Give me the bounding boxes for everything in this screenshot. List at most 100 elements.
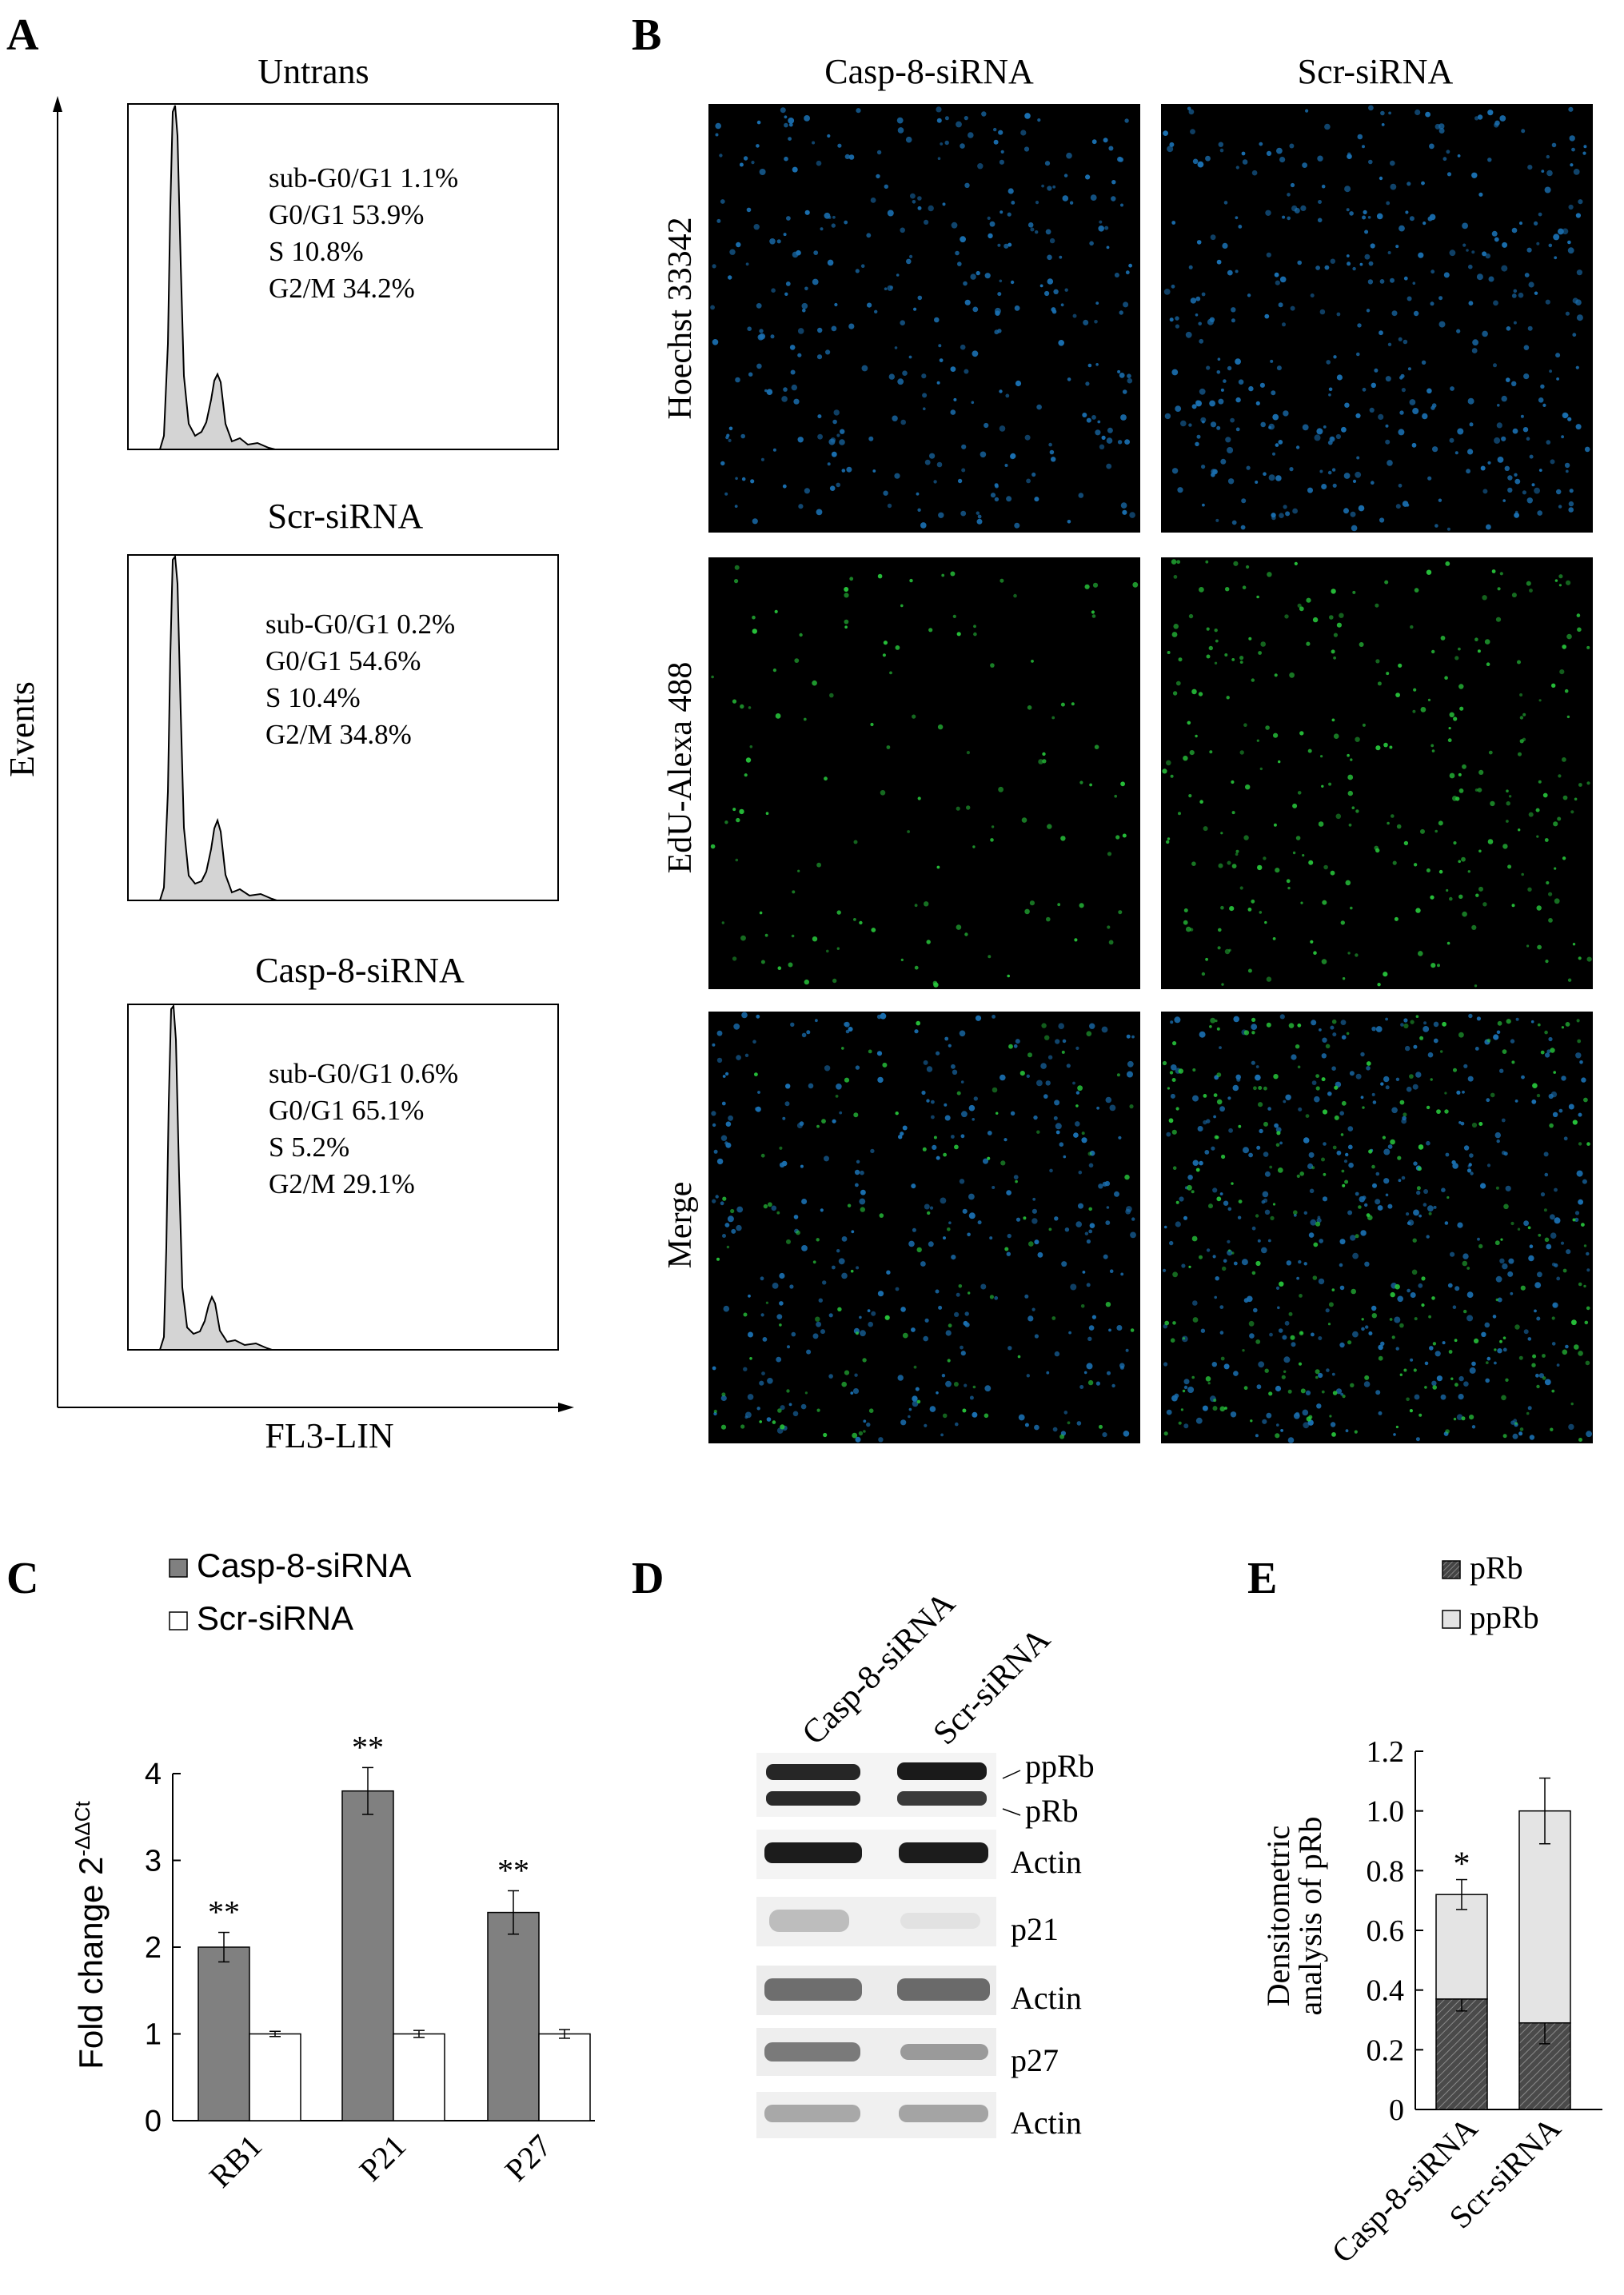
nucleus-blue <box>859 1198 866 1205</box>
nucleus-blue <box>1322 1037 1327 1043</box>
nucleus-blue <box>1122 509 1127 515</box>
nucleus-blue <box>1445 1152 1450 1157</box>
nucleus-blue <box>741 1012 748 1019</box>
nucleus-blue <box>897 1375 904 1381</box>
nucleus-blue <box>1552 1302 1558 1308</box>
nucleus-blue <box>1000 210 1004 214</box>
nucleus-blue <box>923 1335 928 1342</box>
nucleus-green <box>942 1413 948 1419</box>
nucleus-blue <box>900 227 905 233</box>
nucleus-green <box>1446 941 1450 945</box>
nucleus-green <box>1290 1335 1295 1340</box>
nucleus-green <box>1306 1416 1311 1422</box>
nucleus-green <box>1403 1023 1409 1029</box>
nucleus-blue <box>781 1160 788 1167</box>
nucleus-blue <box>1285 1094 1291 1101</box>
nucleus-blue <box>1434 524 1438 528</box>
nucleus-green <box>956 924 962 930</box>
nucleus-blue <box>1466 469 1470 474</box>
nucleus-green <box>1499 572 1503 576</box>
nucleus-blue <box>710 305 715 310</box>
nucleus-green <box>1170 774 1174 778</box>
nucleus-blue <box>1171 468 1179 474</box>
nucleus-blue <box>977 514 982 519</box>
nucleus-blue <box>1576 1170 1583 1177</box>
nucleus-blue <box>1497 404 1500 407</box>
nucleus-green <box>1168 1118 1174 1124</box>
nucleus-blue <box>838 1258 845 1265</box>
nucleus-green <box>1167 1087 1170 1090</box>
nucleus-blue <box>1471 1425 1476 1429</box>
nucleus-blue <box>1216 370 1221 374</box>
nucleus-blue <box>816 1321 821 1327</box>
nucleus-green <box>775 713 781 719</box>
nucleus-green <box>1494 1240 1500 1246</box>
nucleus-blue <box>1501 395 1507 402</box>
nucleus-green <box>1526 1411 1530 1415</box>
nucleus-green <box>1424 1386 1427 1389</box>
nucleus-blue <box>1471 250 1475 254</box>
nucleus-green <box>1242 585 1247 589</box>
nucleus-blue <box>1095 1381 1100 1386</box>
nucleus-blue <box>929 1206 934 1210</box>
nucleus-blue <box>743 1367 748 1371</box>
nucleus-blue <box>712 1366 716 1371</box>
histogram-frame-casp8 <box>127 1004 559 1351</box>
nucleus-blue <box>848 154 855 160</box>
nucleus-green <box>1399 1373 1403 1376</box>
nucleus-blue <box>817 414 822 419</box>
nucleus-blue <box>1586 1268 1590 1272</box>
nucleus-blue <box>1385 1085 1390 1090</box>
nucleus-blue <box>1327 440 1333 445</box>
nucleus-blue <box>1460 1121 1465 1126</box>
nucleus-blue <box>1567 247 1574 254</box>
nucleus-green <box>1421 1276 1426 1281</box>
nucleus-blue <box>983 1158 988 1164</box>
nucleus-blue <box>1241 498 1247 504</box>
nucleus-blue <box>1105 1220 1111 1225</box>
nucleus-blue <box>1169 1240 1174 1246</box>
nucleus-blue <box>1006 1190 1012 1195</box>
nucleus-green <box>1390 1139 1395 1145</box>
nucleus-green <box>1297 1023 1302 1028</box>
nucleus-blue <box>1036 404 1042 410</box>
nucleus-green <box>862 1358 867 1363</box>
nucleus-green <box>1088 1207 1092 1211</box>
nucleus-blue <box>1192 158 1199 165</box>
nucleus-blue <box>1097 420 1101 424</box>
nucleus-blue <box>1564 462 1570 469</box>
nucleus-green <box>1218 863 1223 868</box>
nucleus-blue <box>1231 520 1237 525</box>
nucleus-blue <box>1513 289 1518 293</box>
nucleus-blue <box>1082 1271 1086 1274</box>
nucleus-green <box>1553 1071 1556 1074</box>
blot-label-actin-2: Actin <box>1011 1980 1082 2016</box>
nucleus-blue <box>784 115 788 119</box>
nucleus-green <box>1342 1395 1346 1399</box>
nucleus-blue <box>944 1036 949 1041</box>
nucleus-blue <box>1486 1098 1490 1103</box>
nucleus-green <box>1572 1120 1578 1125</box>
nucleus-blue <box>959 1179 965 1184</box>
nucleus-blue <box>976 518 983 525</box>
nucleus-blue <box>1364 1261 1370 1267</box>
nucleus-green <box>1459 706 1464 711</box>
nucleus-blue <box>831 451 837 457</box>
micrograph-merge-casp8 <box>708 1012 1140 1443</box>
nucleus-blue <box>1212 469 1218 475</box>
nucleus-blue <box>1321 1053 1327 1059</box>
nucleus-green <box>1536 835 1539 838</box>
nucleus-blue <box>961 444 967 449</box>
nucleus-blue <box>1413 1209 1419 1216</box>
nucleus-blue <box>1401 1118 1407 1124</box>
chart-c-y-tick-label: 3 <box>145 1845 162 1878</box>
nucleus-green <box>1340 1133 1344 1136</box>
nucleus-blue <box>933 480 937 484</box>
nucleus-blue <box>870 1148 875 1154</box>
nucleus-blue <box>1199 1031 1206 1038</box>
nucleus-green <box>937 724 944 730</box>
nucleus-blue <box>1315 265 1320 270</box>
nucleus-blue <box>1219 1046 1222 1049</box>
nucleus-blue <box>1053 289 1059 294</box>
nucleus-blue <box>905 136 912 143</box>
